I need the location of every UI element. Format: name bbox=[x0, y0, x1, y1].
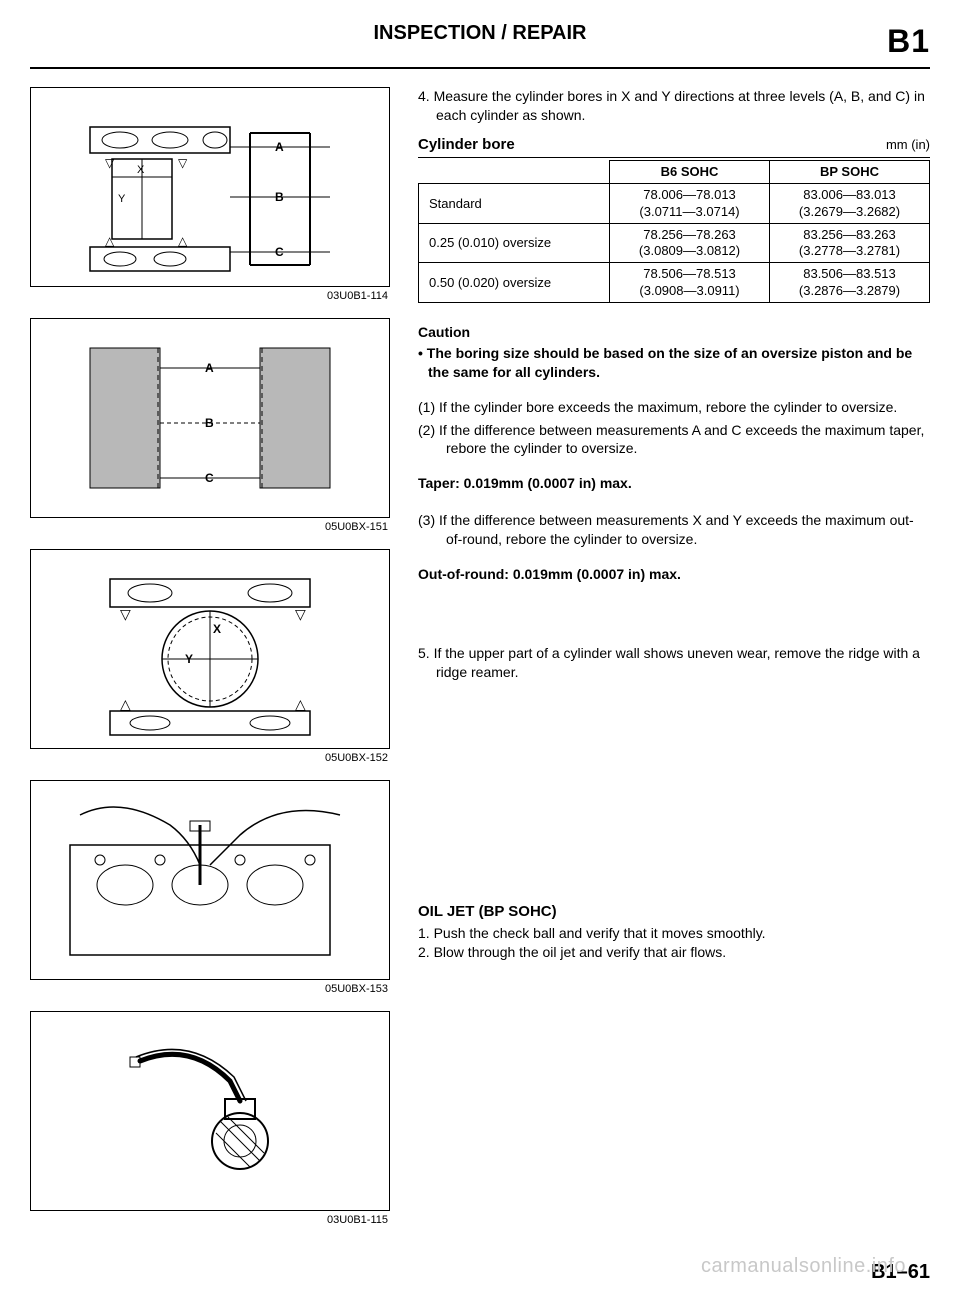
svg-text:X: X bbox=[137, 164, 145, 176]
table-row-label: 0.25 (0.010) oversize bbox=[419, 223, 610, 263]
figure-caption: 03U0B1-114 bbox=[30, 289, 390, 304]
taper-spec: Taper: 0.019mm (0.0007 in) max. bbox=[418, 474, 930, 493]
figure-oil-jet bbox=[30, 1011, 390, 1211]
table-title: Cylinder bore bbox=[418, 135, 515, 155]
substep-3: (3) If the difference between measuremen… bbox=[418, 511, 930, 549]
svg-text:△: △ bbox=[120, 696, 131, 712]
section-code: B1 bbox=[887, 20, 930, 63]
svg-text:B: B bbox=[275, 190, 284, 204]
svg-text:Y: Y bbox=[118, 193, 126, 205]
svg-text:C: C bbox=[275, 245, 284, 259]
svg-text:▽: ▽ bbox=[120, 606, 131, 622]
figure-caption: 05U0BX-153 bbox=[30, 982, 390, 997]
figure-ridge-reamer bbox=[30, 780, 390, 980]
table-cell: 78.256—78.263(3.0809—3.0812) bbox=[610, 223, 770, 263]
caution-title: Caution bbox=[418, 323, 930, 342]
oil-jet-step-1: 1. Push the check ball and verify that i… bbox=[418, 924, 930, 943]
figure-caption: 05U0BX-152 bbox=[30, 751, 390, 766]
svg-text:Y: Y bbox=[185, 652, 193, 666]
table-cell: 78.506—78.513(3.0908—3.0911) bbox=[610, 263, 770, 303]
svg-text:C: C bbox=[205, 471, 214, 485]
svg-text:X: X bbox=[213, 622, 221, 636]
figure-bore-xy: X Y ▽ ▽ △ △ bbox=[30, 549, 390, 749]
svg-text:A: A bbox=[275, 140, 284, 154]
table-header: BP SOHC bbox=[770, 161, 930, 184]
table-header: B6 SOHC bbox=[610, 161, 770, 184]
table-row-label: Standard bbox=[419, 184, 610, 224]
out-of-round-spec: Out-of-round: 0.019mm (0.0007 in) max. bbox=[418, 565, 930, 584]
caution-body: • The boring size should be based on the… bbox=[418, 344, 930, 382]
svg-text:▽: ▽ bbox=[105, 156, 115, 170]
svg-text:B: B bbox=[205, 416, 214, 430]
step-4: 4. Measure the cylinder bores in X and Y… bbox=[418, 87, 930, 125]
table-cell: 83.506—83.513(3.2876—3.2879) bbox=[770, 263, 930, 303]
svg-text:△: △ bbox=[178, 234, 188, 248]
table-cell: 83.256—83.263(3.2778—3.2781) bbox=[770, 223, 930, 263]
figure-caption: 05U0BX-151 bbox=[30, 520, 390, 535]
svg-text:▽: ▽ bbox=[295, 606, 306, 622]
figure-cylinder-levels: X Y ▽ ▽ △ △ A B C bbox=[30, 87, 390, 287]
svg-text:△: △ bbox=[295, 696, 306, 712]
figure-caption: 03U0B1-115 bbox=[30, 1213, 390, 1228]
table-unit: mm (in) bbox=[886, 136, 930, 154]
cylinder-bore-table: B6 SOHC BP SOHC Standard 78.006—78.013(3… bbox=[418, 160, 930, 303]
svg-text:A: A bbox=[205, 361, 214, 375]
oil-jet-step-2: 2. Blow through the oil jet and verify t… bbox=[418, 943, 930, 962]
svg-text:△: △ bbox=[105, 234, 115, 248]
table-cell: 78.006—78.013(3.0711—3.0714) bbox=[610, 184, 770, 224]
substep-2: (2) If the difference between measuremen… bbox=[418, 421, 930, 459]
table-row-label: 0.50 (0.020) oversize bbox=[419, 263, 610, 303]
page-number: B1–61 bbox=[871, 1259, 930, 1286]
table-cell: 83.006—83.013(3.2679—3.2682) bbox=[770, 184, 930, 224]
oil-jet-heading: OIL JET (BP SOHC) bbox=[418, 902, 930, 922]
substep-1: (1) If the cylinder bore exceeds the max… bbox=[418, 398, 930, 417]
step-5: 5. If the upper part of a cylinder wall … bbox=[418, 644, 930, 682]
figure-bore-sections: A B C bbox=[30, 318, 390, 518]
page-title: INSPECTION / REPAIR bbox=[374, 20, 587, 47]
svg-text:▽: ▽ bbox=[178, 156, 188, 170]
